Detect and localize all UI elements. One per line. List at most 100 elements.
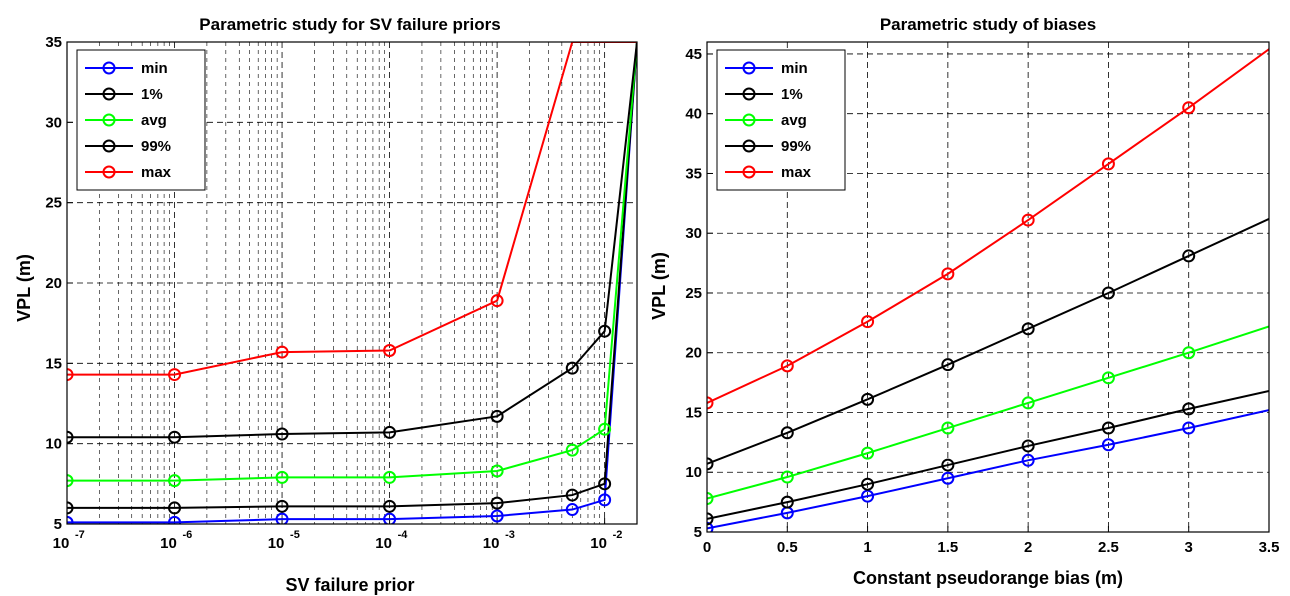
- y-tick-label: 5: [54, 516, 62, 533]
- data-point: [861, 315, 875, 329]
- series-1%: [707, 389, 1269, 526]
- data-point: [598, 477, 612, 491]
- data-point: [1101, 421, 1115, 435]
- left-chart: Parametric study for SV failure priors S…: [14, 15, 638, 595]
- series-max: [67, 42, 637, 382]
- x-tick-exponent: -6: [183, 529, 193, 541]
- left-chart-title: Parametric study for SV failure priors: [199, 15, 500, 34]
- series-line: [67, 42, 637, 376]
- data-point: [168, 368, 182, 382]
- series-99%: [707, 217, 1269, 471]
- data-point: [941, 358, 955, 372]
- legend-marker: [102, 139, 116, 153]
- data-point: [1182, 101, 1196, 115]
- data-point: [598, 422, 612, 436]
- right-chart: Parametric study of biases Constant pseu…: [649, 15, 1279, 588]
- y-tick-label: 15: [685, 404, 702, 421]
- data-point: [598, 493, 612, 507]
- y-tick-label: 40: [685, 106, 702, 123]
- data-point: [565, 361, 579, 375]
- series-avg: [707, 325, 1269, 506]
- data-point: [598, 324, 612, 338]
- data-point: [383, 343, 397, 357]
- data-point: [1021, 213, 1035, 227]
- legend-marker: [742, 113, 756, 127]
- legend-label: avg: [781, 112, 807, 129]
- left-y-axis-label: VPL (m): [14, 254, 34, 322]
- legend-label: max: [141, 164, 172, 181]
- data-point: [1021, 396, 1035, 410]
- legend-item-max: max: [725, 164, 812, 181]
- y-tick-label: 30: [685, 225, 702, 242]
- data-point: [780, 359, 794, 373]
- x-tick-exponent: -3: [505, 529, 515, 541]
- right-chart-title: Parametric study of biases: [880, 15, 1096, 34]
- data-point: [780, 426, 794, 440]
- right-tick-labels: 0 0.5 1 1.5 2 2.5 3 3.5 5 10 15 20 25 30 35 40 45: [685, 46, 1279, 556]
- right-gridlines: [706, 42, 1270, 533]
- legend-marker: [742, 139, 756, 153]
- data-point: [1101, 286, 1115, 300]
- y-tick-label: 25: [685, 285, 702, 302]
- data-point: [67, 474, 74, 488]
- series-line: [707, 389, 1269, 520]
- legend-marker: [102, 87, 116, 101]
- legend-item-avg: avg: [725, 112, 807, 129]
- data-point: [565, 443, 579, 457]
- data-point: [67, 430, 74, 444]
- data-point: [490, 294, 504, 308]
- x-tick-label: 1.5: [937, 539, 958, 556]
- x-tick-label: 10: [375, 535, 392, 552]
- data-point: [168, 474, 182, 488]
- legend-label: min: [141, 60, 168, 77]
- right-series-group: [707, 48, 1269, 532]
- data-point: [490, 409, 504, 423]
- y-tick-label: 5: [694, 524, 702, 541]
- data-point: [941, 458, 955, 472]
- data-point: [707, 521, 714, 532]
- x-tick-label: 3.5: [1259, 539, 1280, 556]
- data-point: [861, 477, 875, 491]
- legend-label: 99%: [781, 138, 811, 155]
- data-point: [168, 501, 182, 515]
- legend-label: 99%: [141, 138, 171, 155]
- data-point: [1182, 402, 1196, 416]
- legend-marker: [102, 113, 116, 127]
- legend-item-min: min: [725, 60, 808, 77]
- x-tick-label: 0: [703, 539, 711, 556]
- left-legend: min 1% avg 99% max: [76, 49, 206, 191]
- legend-item-1%: 1%: [85, 86, 163, 103]
- data-point: [1182, 421, 1196, 435]
- data-point: [275, 427, 289, 441]
- right-y-axis-label: VPL (m): [649, 252, 669, 320]
- series-line: [707, 325, 1269, 500]
- data-point: [707, 492, 714, 506]
- series-line: [707, 48, 1269, 404]
- x-tick-label: 2: [1024, 539, 1032, 556]
- left-plot-frame: [66, 41, 638, 525]
- x-tick-label: 10: [53, 535, 70, 552]
- series-line: [707, 409, 1269, 530]
- series-avg: [67, 42, 637, 488]
- data-point: [707, 396, 714, 410]
- y-tick-label: 35: [45, 34, 62, 51]
- legend-marker: [742, 61, 756, 75]
- x-tick-exponent: -4: [398, 529, 409, 541]
- series-line: [707, 217, 1269, 465]
- data-point: [490, 509, 504, 523]
- data-point: [275, 512, 289, 524]
- data-point: [275, 499, 289, 513]
- legend-marker: [742, 165, 756, 179]
- data-point: [383, 499, 397, 513]
- legend-item-max: max: [85, 164, 172, 181]
- data-point: [565, 488, 579, 502]
- y-tick-label: 25: [45, 195, 62, 212]
- y-tick-label: 20: [45, 275, 62, 292]
- x-tick-label: 1: [863, 539, 871, 556]
- x-tick-label: 2.5: [1098, 539, 1119, 556]
- series-line: [67, 42, 637, 439]
- data-point: [780, 495, 794, 509]
- right-plot-frame: [706, 41, 1270, 533]
- data-point: [383, 512, 397, 524]
